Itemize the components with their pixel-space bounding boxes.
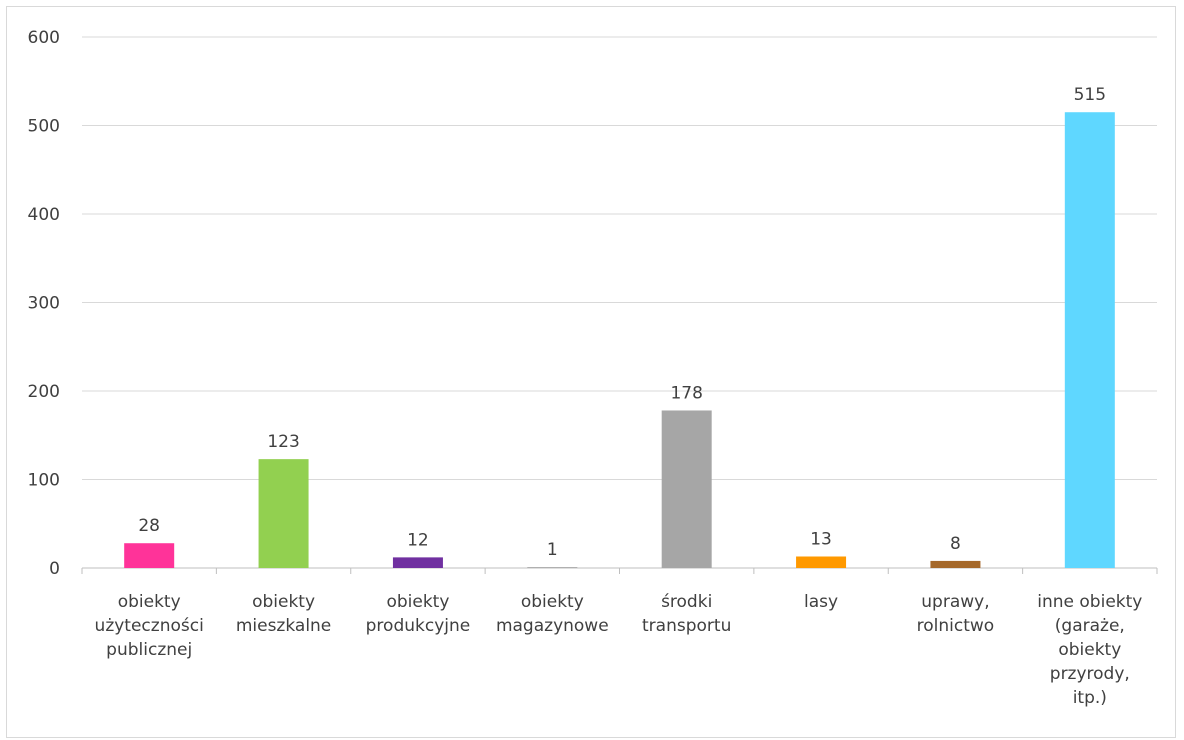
bar (796, 556, 847, 568)
category-label: obiekty (118, 592, 181, 612)
category-label: itp.) (1073, 688, 1107, 708)
category-label: rolnictwo (917, 616, 995, 636)
category-label: mieszkalne (236, 616, 331, 636)
category-label: (garaże, (1055, 616, 1125, 636)
data-label: 515 (1074, 85, 1106, 105)
category-label: obiekty (386, 592, 449, 612)
category-label: publicznej (106, 640, 192, 660)
y-tick-label: 600 (28, 28, 60, 48)
category-label: przyrody, (1050, 664, 1130, 684)
data-label: 123 (267, 432, 299, 452)
data-label: 12 (407, 530, 429, 550)
y-tick-label: 100 (28, 471, 60, 491)
bar (930, 560, 981, 568)
y-tick-label: 0 (49, 559, 60, 579)
category-label: uprawy, (921, 592, 989, 612)
bar (392, 557, 443, 568)
data-label: 28 (138, 516, 160, 536)
category-label: środki (661, 592, 712, 612)
bar (527, 567, 578, 568)
category-label: inne obiekty (1037, 592, 1142, 612)
category-label: użyteczności (95, 616, 204, 636)
bar (258, 459, 309, 568)
data-label: 13 (810, 529, 832, 549)
y-tick-label: 400 (28, 205, 60, 225)
data-label: 8 (950, 534, 961, 554)
category-label: produkcyjne (366, 616, 471, 636)
category-label: lasy (804, 592, 838, 612)
y-tick-label: 300 (28, 294, 60, 314)
category-label: obiekty (252, 592, 315, 612)
chart-frame (6, 6, 1176, 738)
data-label: 1 (547, 540, 558, 560)
bar (661, 410, 712, 568)
category-label: magazynowe (496, 616, 609, 636)
category-label: obiekty (521, 592, 584, 612)
category-label: transportu (642, 616, 731, 636)
bar (1064, 112, 1115, 568)
data-label: 178 (670, 383, 702, 403)
y-tick-label: 200 (28, 382, 60, 402)
y-tick-label: 500 (28, 117, 60, 137)
bar (124, 543, 175, 568)
category-label: obiekty (1058, 640, 1121, 660)
